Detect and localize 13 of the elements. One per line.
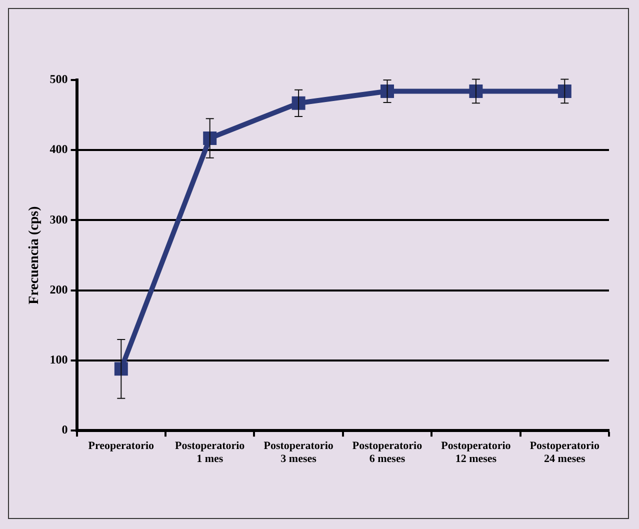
x-tick-label: Preoperatorio	[88, 440, 155, 452]
y-tick-label: 300	[50, 212, 68, 226]
x-tick-label: Postoperatorio 12 meses	[441, 440, 512, 466]
x-tick-label: Postoperatorio 6 meses	[352, 440, 423, 466]
x-tick-label: Postoperatorio 3 meses	[264, 440, 334, 466]
y-tick-label: 500	[50, 72, 68, 86]
y-axis-title: Frecuencia (cps)	[27, 206, 42, 304]
y-tick-label: 100	[50, 352, 68, 367]
y-tick-label: 0	[62, 422, 68, 437]
x-tick-label: Postoperatorio 24 meses	[530, 440, 600, 466]
x-tick-label: Postoperatorio 1 mes	[175, 440, 246, 466]
y-tick-label: 400	[50, 142, 68, 156]
y-tick-label: 200	[50, 282, 68, 296]
